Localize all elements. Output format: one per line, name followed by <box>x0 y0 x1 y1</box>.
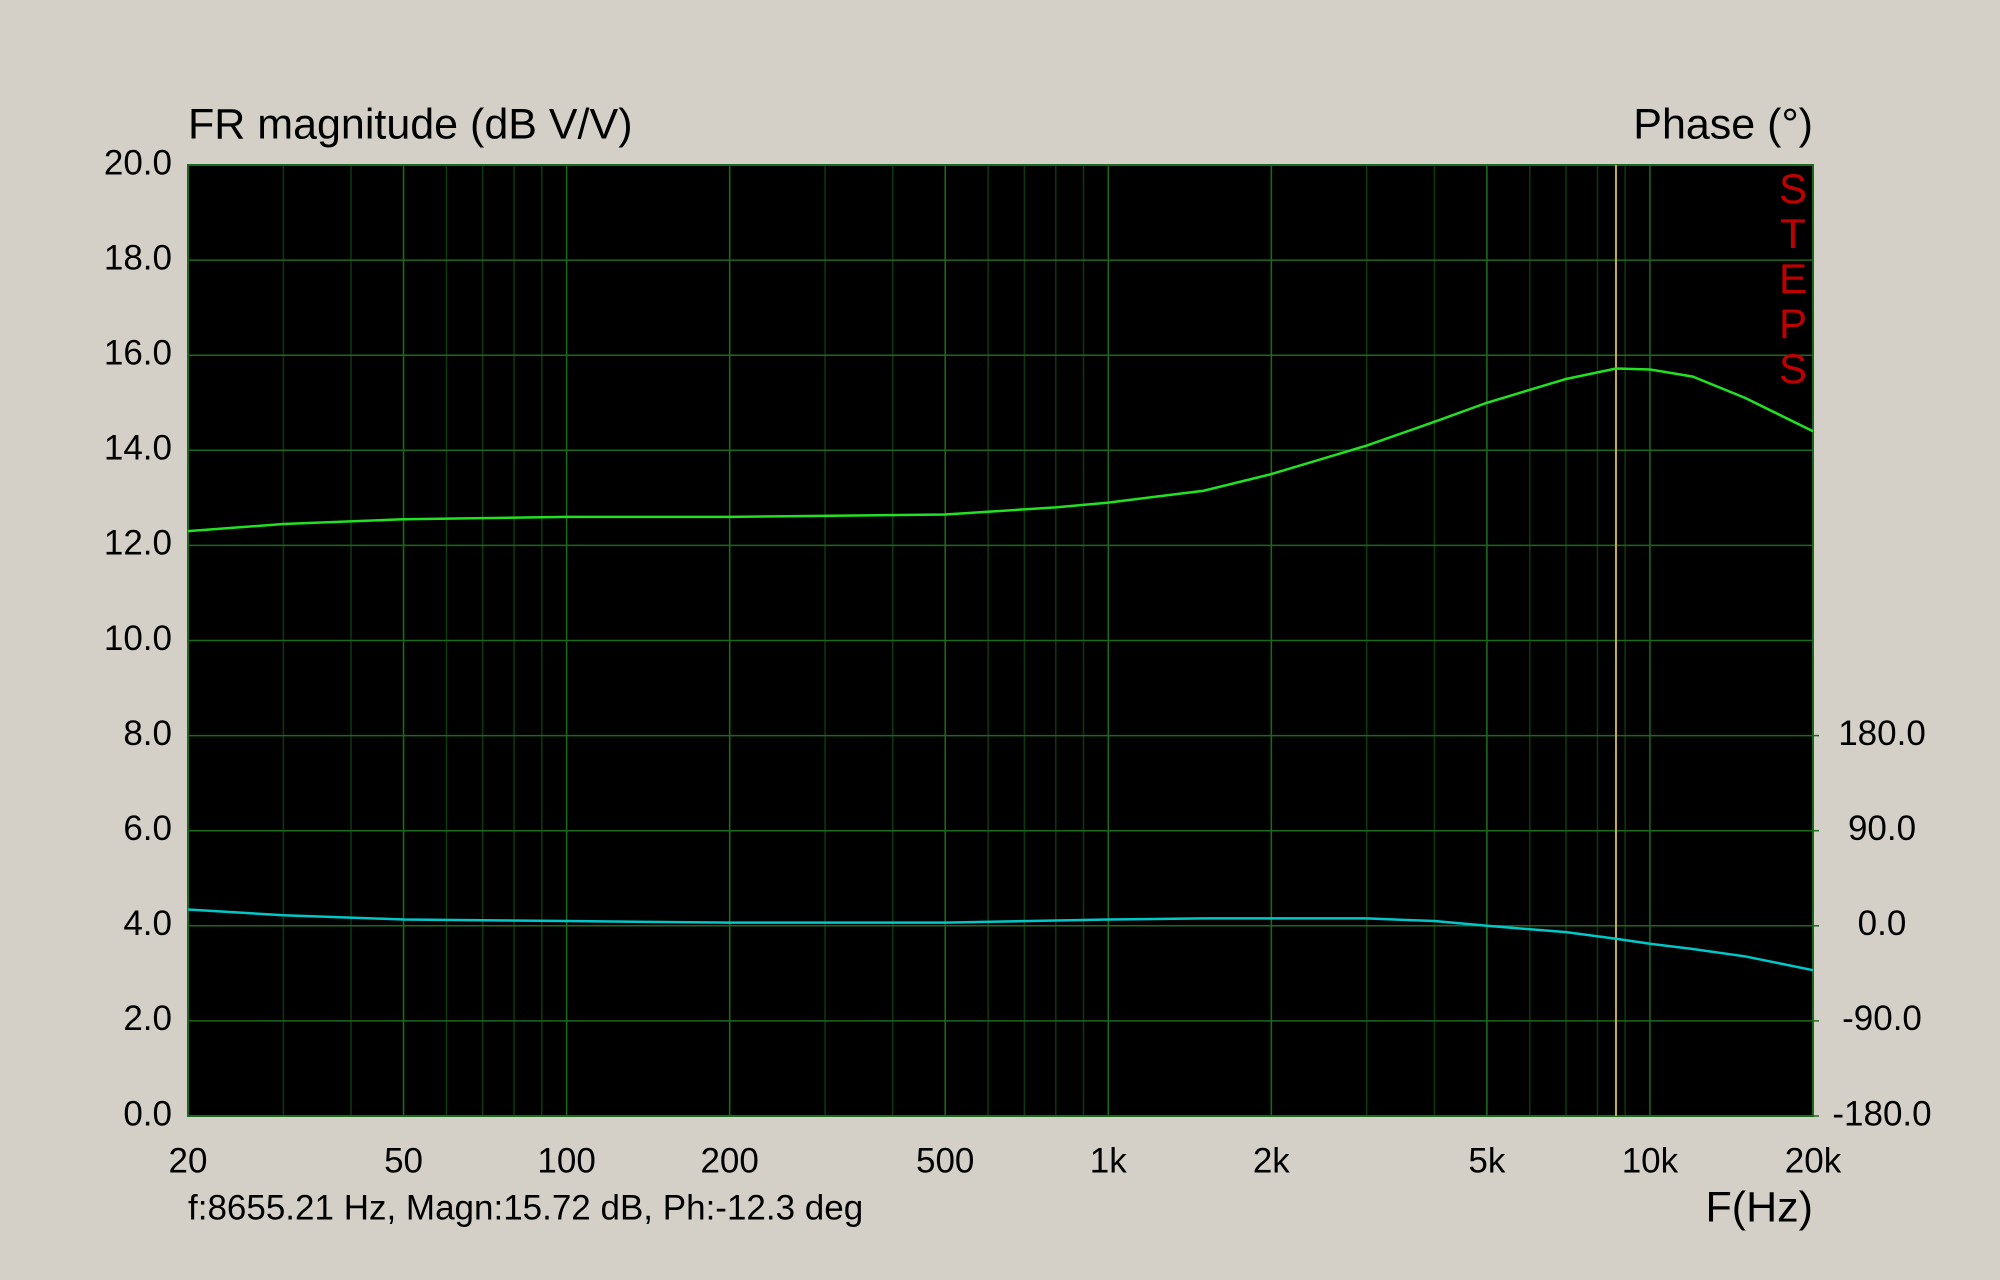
y-tick-label: 20.0 <box>104 143 172 182</box>
y-tick-label: 2.0 <box>123 999 172 1038</box>
x-tick-label: 5k <box>1468 1141 1505 1180</box>
y-tick-label: 8.0 <box>123 714 172 753</box>
x-tick-label: 20 <box>169 1141 208 1180</box>
y2-tick-label: -90.0 <box>1842 999 1922 1038</box>
x-tick-label: 50 <box>384 1141 423 1180</box>
x-tick-label: 20k <box>1785 1141 1842 1180</box>
x-tick-label: 2k <box>1253 1141 1290 1180</box>
side-label-letter: T <box>1780 210 1806 257</box>
plot-border <box>187 164 1814 1117</box>
series-line <box>187 367 1814 533</box>
y-tick-label: 14.0 <box>104 429 172 468</box>
x-tick-label: 200 <box>700 1141 758 1180</box>
y2-tick-label: 180.0 <box>1838 714 1926 753</box>
y2-tick-label: -180.0 <box>1832 1094 1931 1133</box>
series-line <box>187 908 1814 972</box>
x-tick-label: 100 <box>537 1141 595 1180</box>
status-line: f:8655.21 Hz, Magn:15.72 dB, Ph:-12.3 de… <box>188 1188 863 1227</box>
y-axis-title: FR magnitude (dB V/V) <box>188 100 633 148</box>
y-tick-label: 16.0 <box>104 333 172 372</box>
y2-axis-title: Phase (°) <box>1633 100 1813 148</box>
side-label-letter: S <box>1779 165 1807 212</box>
x-tick-label: 500 <box>916 1141 974 1180</box>
y-tick-label: 6.0 <box>123 809 172 848</box>
y-tick-label: 18.0 <box>104 238 172 277</box>
y-tick-label: 12.0 <box>104 524 172 563</box>
y-tick-label: 4.0 <box>123 904 172 943</box>
y2-tick-label: 0.0 <box>1858 904 1907 943</box>
x-tick-label: 1k <box>1090 1141 1127 1180</box>
side-label-letter: P <box>1779 300 1807 347</box>
side-label-letter: E <box>1779 255 1807 302</box>
x-tick-label: 10k <box>1622 1141 1679 1180</box>
y2-tick-label: 90.0 <box>1848 809 1916 848</box>
side-label-letter: S <box>1779 345 1807 392</box>
y-tick-label: 0.0 <box>123 1094 172 1133</box>
y-tick-label: 10.0 <box>104 619 172 658</box>
x-axis-title: F(Hz) <box>1706 1183 1813 1231</box>
